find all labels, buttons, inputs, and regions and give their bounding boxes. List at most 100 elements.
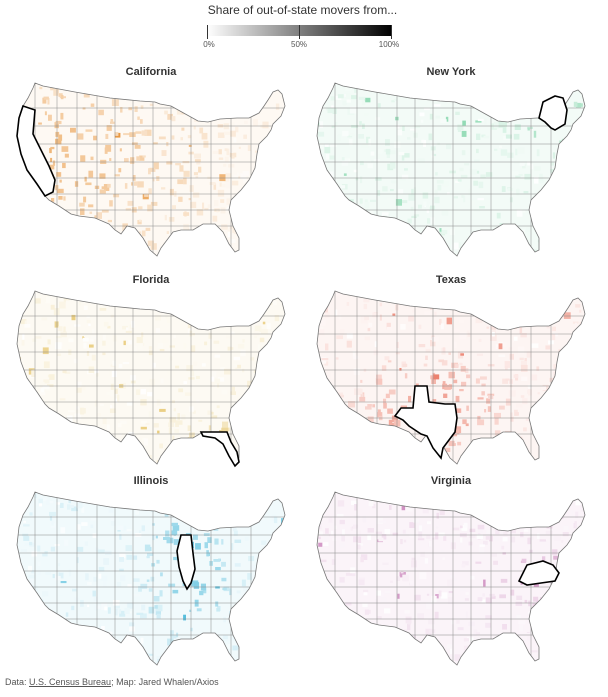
county-cell — [322, 542, 329, 546]
county-cell — [357, 250, 364, 256]
county-cell — [375, 117, 381, 121]
county-cell — [479, 206, 485, 209]
county-cell — [241, 187, 245, 193]
county-cell — [364, 336, 370, 341]
county-cell — [485, 499, 491, 506]
county-cell — [475, 120, 482, 123]
county-cell — [284, 387, 285, 395]
county-cell — [156, 176, 160, 181]
county-cell — [467, 616, 473, 620]
county-cell — [206, 106, 210, 110]
county-cell — [125, 296, 130, 302]
county-cell — [514, 412, 519, 416]
county-cell — [198, 166, 202, 173]
county-cell — [262, 121, 269, 129]
county-cell — [318, 446, 321, 450]
county-cell — [103, 580, 107, 587]
county-cell — [164, 510, 169, 517]
county-cell — [111, 519, 116, 526]
county-cell — [505, 366, 508, 370]
county-cell — [565, 373, 571, 381]
county-cell — [528, 294, 534, 299]
county-cell — [270, 170, 277, 174]
county-cell — [136, 343, 143, 350]
county-cell — [484, 118, 487, 125]
county-cell — [354, 458, 358, 464]
county-cell — [579, 291, 583, 295]
county-cell — [362, 603, 368, 608]
county-cell — [214, 354, 221, 358]
county-cell — [36, 417, 43, 421]
county-cell — [495, 527, 500, 535]
county-cell — [381, 365, 387, 371]
county-cell — [468, 534, 476, 538]
county-cell — [350, 567, 356, 574]
county-cell — [274, 341, 278, 349]
county-cell — [257, 665, 260, 671]
county-cell — [241, 412, 246, 419]
county-cell — [254, 440, 259, 446]
county-cell — [526, 291, 532, 294]
county-cell — [243, 586, 248, 592]
county-cell — [520, 395, 525, 398]
county-cell — [75, 293, 79, 298]
county-cell — [231, 543, 234, 551]
county-cell — [17, 447, 20, 452]
county-cell — [136, 337, 143, 344]
county-cell — [517, 346, 525, 354]
county-cell — [355, 388, 363, 395]
county-cell — [140, 583, 148, 589]
county-cell — [359, 121, 362, 126]
county-cell — [229, 122, 235, 127]
county-cell — [56, 502, 61, 505]
county-cell — [244, 86, 251, 93]
county-cell — [499, 594, 506, 599]
county-cell — [512, 97, 516, 104]
county-cell — [555, 425, 562, 431]
county-cell — [140, 388, 146, 395]
county-cell — [165, 301, 171, 306]
county-cell — [216, 607, 220, 612]
county-cell — [134, 654, 138, 662]
county-cell — [327, 622, 334, 628]
county-cell — [449, 170, 456, 174]
county-cell — [232, 645, 238, 651]
county-cell — [99, 307, 107, 311]
county-cell — [265, 393, 268, 396]
county-cell — [455, 111, 460, 115]
county-cell — [155, 315, 161, 321]
county-cell — [94, 369, 99, 374]
county-cell — [96, 235, 102, 243]
county-cell — [157, 343, 163, 349]
county-cell — [376, 590, 381, 596]
county-cell — [237, 96, 244, 101]
county-cell — [101, 603, 108, 610]
county-cell — [202, 303, 205, 306]
county-cell — [581, 254, 585, 256]
county-cell — [524, 508, 531, 513]
county-cell — [459, 167, 464, 172]
county-cell — [579, 533, 585, 538]
county-cell — [52, 574, 55, 579]
county-cell — [562, 449, 566, 454]
county-cell — [554, 179, 560, 186]
county-cell — [579, 309, 582, 313]
county-cell — [203, 533, 210, 536]
county-cell — [207, 241, 211, 247]
county-cell — [154, 605, 158, 609]
county-cell — [542, 182, 546, 188]
county-cell — [434, 311, 437, 317]
county-cell — [390, 580, 393, 583]
county-cell — [234, 539, 242, 543]
county-cell — [384, 529, 391, 535]
county-cell — [172, 435, 175, 442]
source-link[interactable]: U.S. Census Bureau — [29, 677, 112, 687]
county-cell — [194, 159, 201, 162]
county-cell — [425, 348, 431, 353]
county-cell — [285, 642, 290, 647]
county-cell — [346, 302, 350, 306]
county-cell — [80, 386, 86, 391]
county-cell — [318, 542, 323, 547]
county-cell — [542, 322, 547, 326]
county-cell — [527, 537, 532, 545]
